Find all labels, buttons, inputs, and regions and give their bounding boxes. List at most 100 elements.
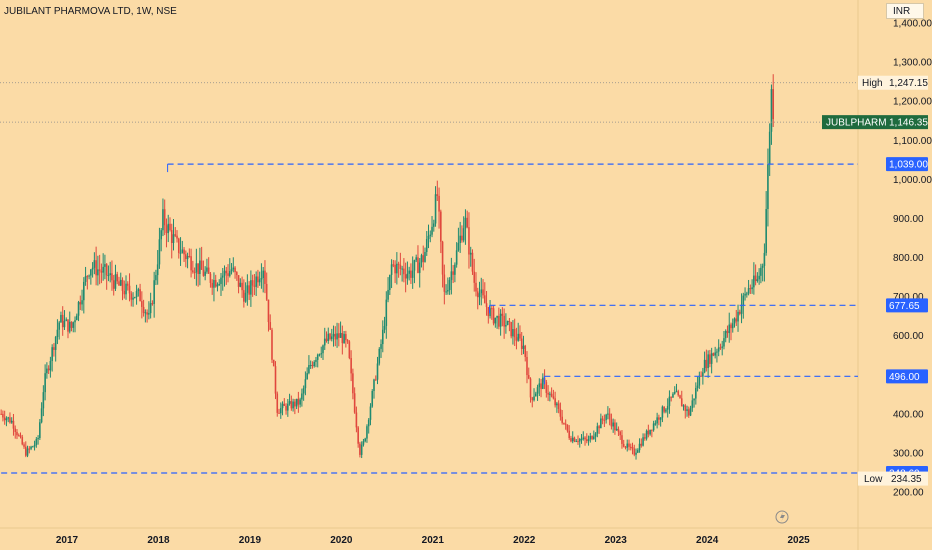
candle-body — [633, 448, 636, 455]
candle-body — [142, 306, 145, 313]
candle-body — [698, 375, 701, 386]
candle-body — [394, 264, 396, 274]
candle-body — [498, 315, 500, 327]
candle-body — [686, 409, 688, 411]
candle-body — [228, 271, 231, 276]
candle-body — [251, 280, 254, 286]
candle-body — [754, 275, 757, 281]
candle-body — [381, 329, 384, 345]
candle-body — [383, 326, 386, 330]
candle-body — [42, 392, 45, 409]
candle-body — [304, 379, 307, 389]
candle-body — [459, 235, 461, 243]
candle-body — [709, 354, 711, 364]
candle-body — [32, 446, 34, 448]
candle-body — [167, 223, 170, 234]
candle-body — [209, 273, 212, 283]
candle-body — [325, 338, 328, 342]
candle-body — [0, 413, 2, 415]
candle-body — [696, 385, 699, 389]
candle-body — [70, 321, 73, 328]
candle-body — [183, 249, 185, 255]
candle-body — [151, 303, 154, 305]
candle-body — [174, 234, 177, 236]
candle-body — [162, 209, 164, 231]
candle-body — [165, 225, 168, 234]
candle-body — [130, 293, 133, 300]
candle-body — [276, 393, 279, 413]
candle-body — [14, 428, 17, 432]
candle-body — [72, 322, 75, 328]
candle-body — [468, 227, 470, 255]
y-tick-label: 800.00 — [893, 253, 924, 264]
candle-body — [471, 252, 474, 272]
candle-body — [332, 333, 335, 337]
candle-body — [517, 333, 520, 341]
candle-body — [492, 308, 495, 324]
candle-body — [135, 291, 138, 298]
candle-body — [100, 270, 103, 273]
candle-body — [132, 297, 134, 300]
candle-body — [330, 336, 333, 340]
candle-body — [107, 275, 110, 277]
candle-body — [526, 356, 528, 376]
candle-body — [670, 396, 673, 398]
candle-body — [429, 234, 432, 236]
candle-body — [148, 313, 150, 315]
candle-body — [58, 322, 60, 330]
candle-body — [7, 417, 9, 419]
candle-body — [357, 427, 359, 444]
candle-body — [37, 438, 39, 440]
y-tick-label: 900.00 — [893, 214, 924, 225]
candle-body — [462, 228, 465, 241]
candle-body — [645, 430, 648, 439]
candle-body — [410, 270, 412, 278]
candle-body — [432, 223, 435, 227]
candle-body — [635, 452, 637, 455]
candle-body — [144, 312, 147, 314]
candle-body — [134, 297, 136, 299]
candle-body — [200, 260, 203, 270]
candle-body — [93, 260, 96, 268]
candle-body — [733, 318, 736, 324]
candle-body — [642, 437, 644, 446]
candle-body — [501, 313, 504, 316]
candle-body — [114, 274, 117, 289]
candle-body — [60, 314, 62, 323]
candle-body — [9, 417, 11, 423]
candle-body — [505, 324, 507, 327]
candle-body — [763, 252, 766, 266]
candle-body — [443, 274, 446, 292]
currency-button[interactable]: INR — [886, 3, 924, 19]
candle-body — [253, 285, 256, 287]
candle-body — [243, 290, 245, 302]
candle-body — [531, 397, 534, 401]
candle-body — [75, 315, 78, 321]
candle-body — [359, 443, 361, 455]
x-tick-label: 2023 — [605, 535, 628, 546]
candle-body — [51, 347, 53, 362]
candle-body — [582, 437, 585, 440]
candle-body — [380, 344, 382, 349]
candle-body — [563, 422, 565, 424]
candle-body — [146, 312, 148, 315]
candle-body — [345, 334, 347, 341]
candle-body — [550, 393, 553, 397]
candle-body — [216, 284, 219, 287]
candle-body — [227, 273, 229, 276]
candle-body — [197, 263, 199, 274]
candle-body — [533, 396, 535, 401]
candle-body — [564, 423, 567, 425]
candle-body — [387, 289, 389, 300]
candle-body — [181, 249, 184, 253]
candle-body — [83, 281, 85, 301]
candle-body — [547, 392, 549, 395]
candle-body — [105, 264, 108, 276]
candle-body — [378, 348, 381, 364]
candle-body — [17, 435, 20, 437]
candle-body — [230, 269, 233, 272]
candle-body — [294, 401, 296, 407]
candle-body — [638, 443, 641, 451]
candle-body — [264, 270, 266, 284]
